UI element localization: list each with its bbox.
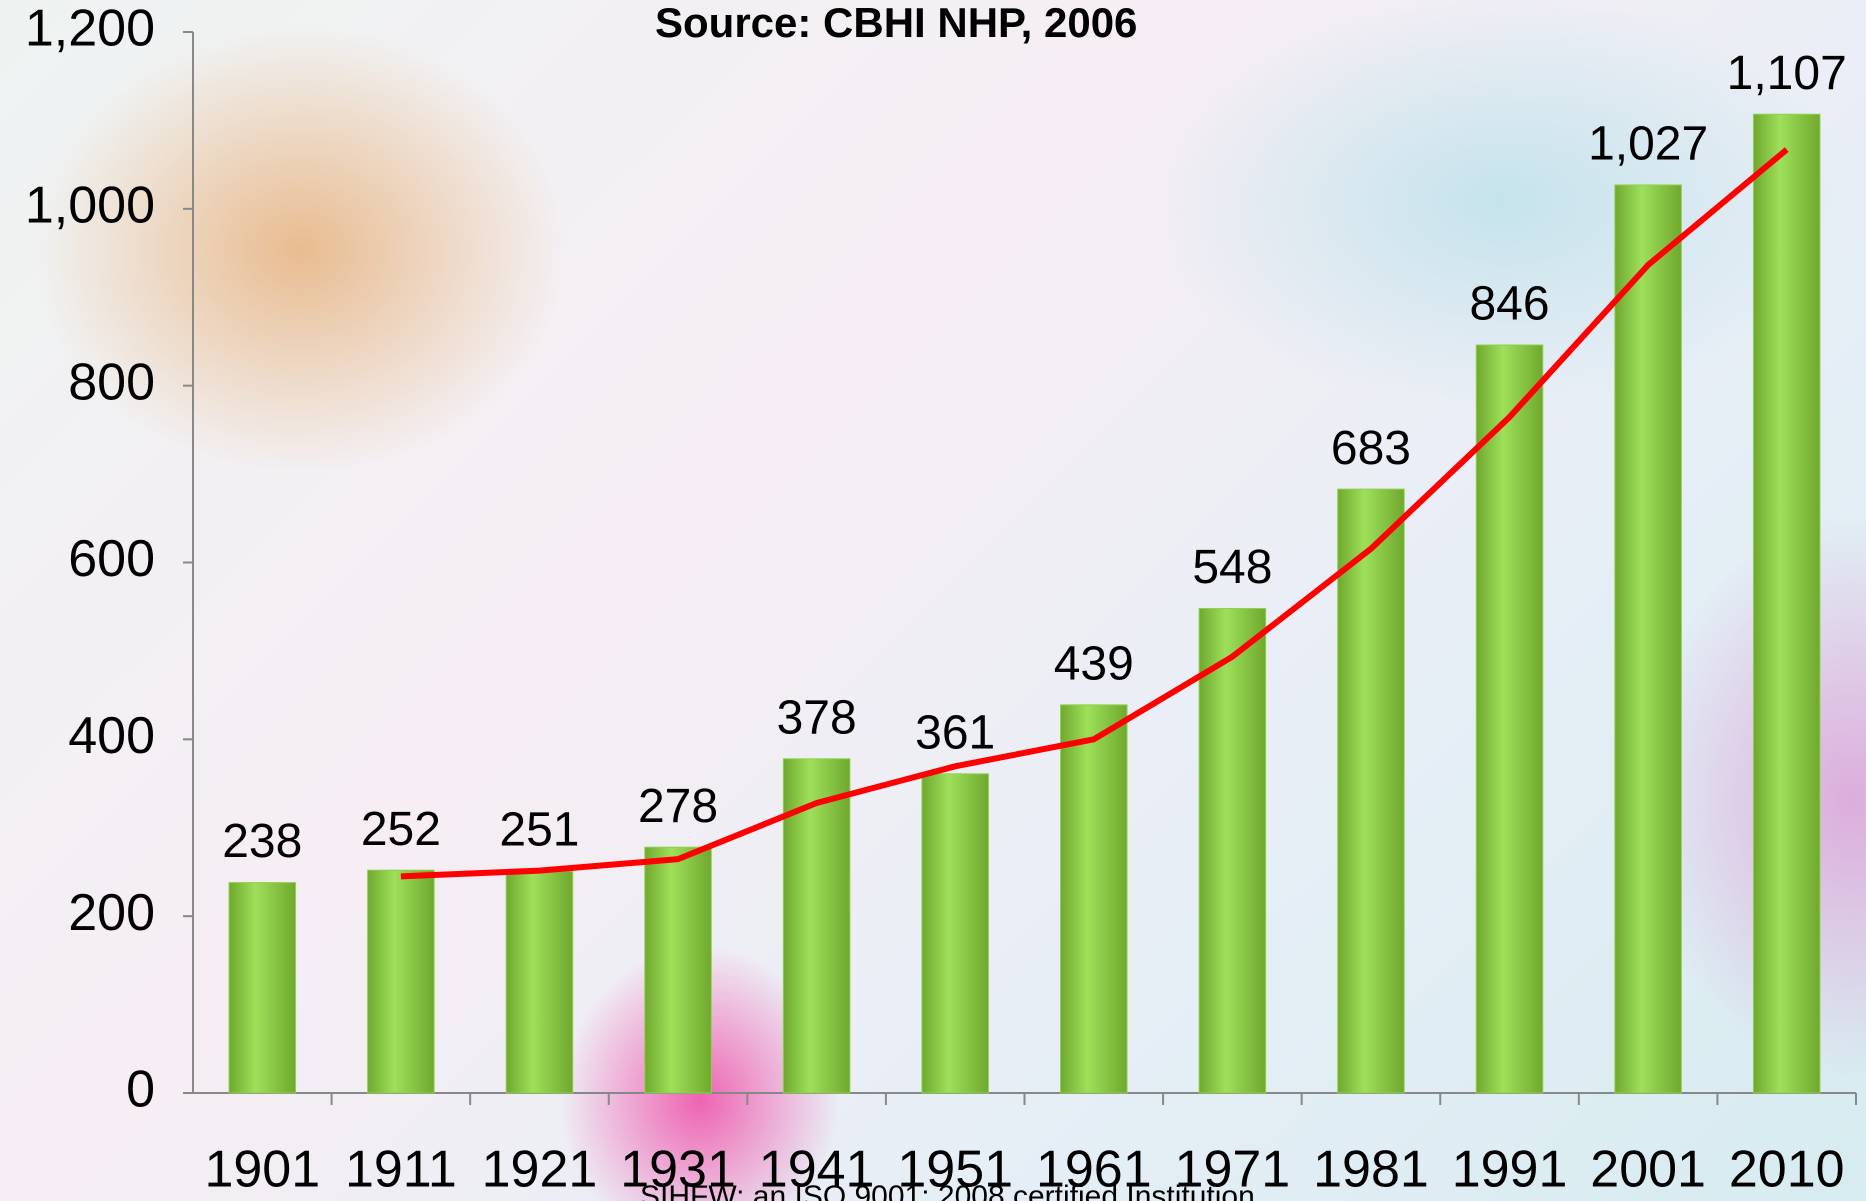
y-tick-label: 1,000: [25, 177, 155, 235]
x-tick-label: 1921: [482, 1141, 598, 1199]
bar: [1476, 345, 1543, 1093]
x-tick-label: 1981: [1313, 1141, 1429, 1199]
chart-title: Source: CBHI NHP, 2006: [655, 0, 1137, 46]
value-label: 1,107: [1727, 47, 1847, 100]
bar: [922, 774, 989, 1093]
x-tick-label: 2001: [1590, 1141, 1706, 1199]
y-tick-label: 1,200: [25, 0, 155, 58]
value-label: 439: [1054, 638, 1134, 691]
y-tick-label: 800: [68, 353, 155, 411]
bar: [506, 871, 573, 1093]
value-label: 361: [915, 706, 995, 759]
value-label: 238: [222, 815, 302, 868]
bar: [783, 759, 850, 1093]
value-label: 1,027: [1588, 118, 1708, 171]
x-tick-label: 1931: [620, 1141, 736, 1199]
bar: [1061, 705, 1128, 1093]
bar: [368, 870, 435, 1093]
page: Source: CBHI NHP, 2006 SIHFW: an ISO 900…: [0, 0, 1866, 1201]
bar: [1615, 185, 1682, 1093]
x-tick-label: 1941: [759, 1141, 875, 1199]
value-label: 251: [499, 804, 579, 857]
value-label: 378: [777, 691, 857, 744]
x-tick-label: 1961: [1036, 1141, 1152, 1199]
x-tick-label: 1951: [897, 1141, 1013, 1199]
y-tick-label: 200: [68, 884, 155, 942]
y-tick-label: 600: [68, 530, 155, 588]
bar: [229, 883, 296, 1093]
chart: Source: CBHI NHP, 2006 SIHFW: an ISO 900…: [0, 0, 1866, 1201]
x-tick-label: 1971: [1175, 1141, 1291, 1199]
value-label: 846: [1469, 278, 1549, 331]
value-label: 683: [1331, 422, 1411, 475]
x-tick-label: 1991: [1452, 1141, 1568, 1199]
value-label: 548: [1192, 541, 1272, 594]
x-tick-label: 2010: [1729, 1141, 1845, 1199]
bar: [1199, 608, 1266, 1093]
x-tick-label: 1911: [345, 1141, 457, 1199]
value-label: 252: [361, 803, 441, 856]
y-tick-label: 400: [68, 707, 155, 765]
y-tick-label: 0: [126, 1061, 155, 1119]
bar: [645, 847, 712, 1093]
bar: [1338, 489, 1405, 1093]
value-label: 278: [638, 780, 718, 833]
x-tick-label: 1901: [204, 1141, 320, 1199]
bar: [1753, 114, 1820, 1093]
